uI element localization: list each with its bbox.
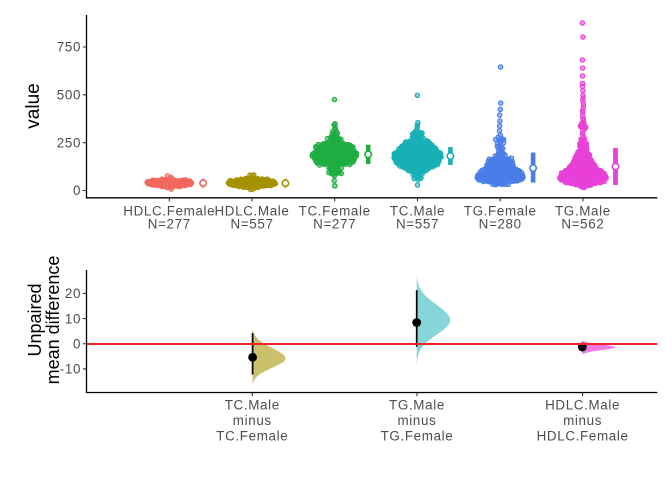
svg-text:minus: minus (563, 413, 602, 428)
svg-text:0: 0 (73, 336, 81, 351)
svg-text:20: 20 (65, 286, 81, 301)
svg-text:N=280: N=280 (479, 217, 522, 232)
svg-text:TG.Male: TG.Male (555, 203, 611, 218)
svg-text:TG.Male: TG.Male (389, 398, 445, 413)
svg-text:HDLC.Male: HDLC.Male (214, 203, 289, 218)
svg-text:TG.Female: TG.Female (464, 203, 537, 218)
svg-text:minus: minus (398, 413, 437, 428)
svg-text:TC.Male: TC.Male (390, 203, 445, 218)
svg-text:TC.Female: TC.Female (216, 429, 288, 444)
svg-text:HDLC.Male: HDLC.Male (545, 398, 620, 413)
svg-text:10: 10 (65, 311, 81, 326)
svg-text:TC.Male: TC.Male (225, 398, 280, 413)
svg-text:750: 750 (57, 40, 81, 55)
svg-text:500: 500 (57, 88, 81, 103)
svg-text:TC.Female: TC.Female (299, 203, 371, 218)
svg-text:N=277: N=277 (148, 217, 191, 232)
svg-text:TG.Female: TG.Female (381, 429, 454, 444)
svg-text:mean difference: mean difference (43, 256, 63, 385)
svg-text:N=562: N=562 (561, 217, 604, 232)
svg-text:N=277: N=277 (313, 217, 356, 232)
svg-text:minus: minus (233, 413, 272, 428)
svg-text:-10: -10 (60, 362, 81, 377)
svg-text:250: 250 (57, 135, 81, 150)
svg-text:Unpaired: Unpaired (25, 283, 45, 356)
svg-text:HDLC.Female: HDLC.Female (123, 203, 215, 218)
svg-text:value: value (23, 83, 44, 128)
svg-text:N=557: N=557 (230, 217, 273, 232)
svg-text:HDLC.Female: HDLC.Female (537, 429, 629, 444)
svg-text:N=557: N=557 (396, 217, 439, 232)
svg-text:0: 0 (73, 183, 81, 198)
